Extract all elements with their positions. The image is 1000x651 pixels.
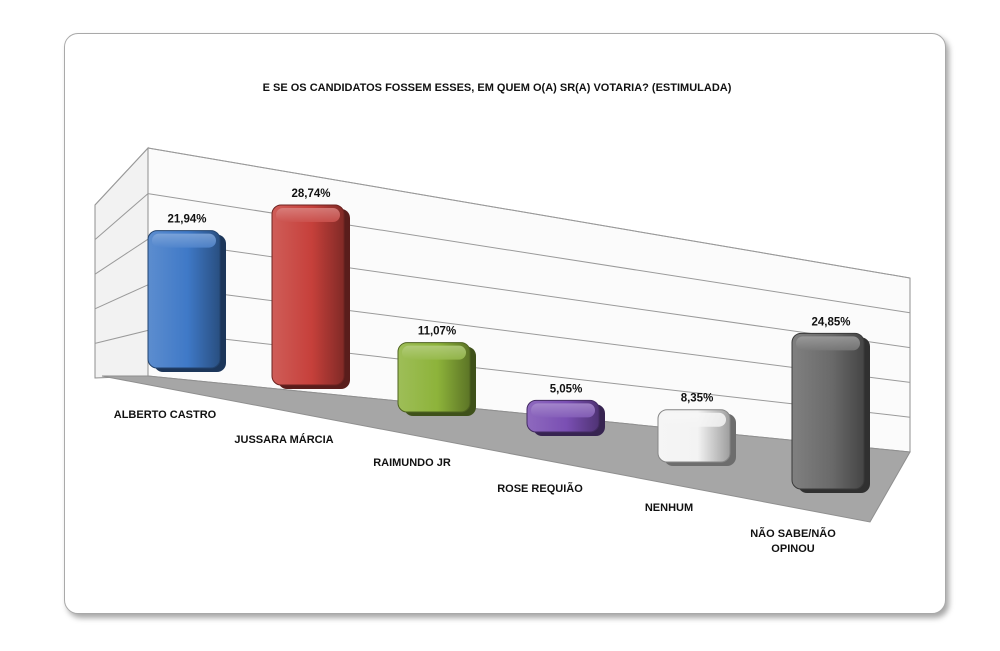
gridline bbox=[94, 238, 149, 275]
category-label: NÃO SABE/NÃO OPINOU bbox=[750, 527, 836, 555]
gridline bbox=[147, 147, 911, 279]
chart-title: E SE OS CANDIDATOS FOSSEM ESSES, EM QUEM… bbox=[263, 82, 732, 94]
bar-value-label: 11,07% bbox=[418, 326, 456, 338]
category-label: ALBERTO CASTRO bbox=[114, 409, 217, 421]
chart-bars bbox=[147, 204, 870, 493]
gridline bbox=[94, 147, 149, 206]
category-label: JUSSARA MÁRCIA bbox=[234, 433, 333, 446]
bar-body bbox=[791, 332, 865, 490]
gridline bbox=[94, 329, 149, 344]
bar-top bbox=[796, 336, 860, 351]
category-label: NENHUM bbox=[645, 502, 693, 514]
bar-1 bbox=[147, 230, 226, 372]
bar-4 bbox=[526, 399, 605, 436]
gridline bbox=[94, 193, 149, 240]
bar-3 bbox=[397, 342, 476, 416]
chart-value-labels: 21,94% 28,74% 11,07% 5,05% 8,35% 24,85% bbox=[167, 188, 850, 405]
bar-value-label: 24,85% bbox=[811, 316, 850, 328]
bar-value-label: 21,94% bbox=[167, 214, 206, 226]
bar-5 bbox=[657, 409, 736, 466]
bar-value-label: 28,74% bbox=[291, 188, 330, 200]
bar-body bbox=[271, 204, 345, 386]
gridline bbox=[94, 284, 149, 310]
bar-body bbox=[397, 342, 471, 413]
bar-top bbox=[531, 403, 595, 418]
category-label: ROSE REQUIÃO bbox=[497, 482, 583, 495]
bar-top bbox=[662, 412, 726, 427]
bar-top bbox=[276, 208, 340, 222]
bar-top bbox=[152, 233, 216, 248]
bar-value-label: 5,05% bbox=[550, 383, 583, 395]
bar-top bbox=[402, 345, 466, 360]
chart-category-labels: ALBERTO CASTRO JUSSARA MÁRCIA RAIMUNDO JR R… bbox=[114, 409, 836, 555]
bar-value-label: 8,35% bbox=[681, 393, 714, 405]
bar-2 bbox=[271, 204, 350, 389]
bar-body bbox=[147, 230, 221, 369]
bar-6 bbox=[791, 332, 870, 493]
chart-side-wall bbox=[94, 146, 149, 379]
category-label: RAIMUNDO JR bbox=[373, 457, 451, 469]
chart-floor bbox=[101, 375, 911, 523]
